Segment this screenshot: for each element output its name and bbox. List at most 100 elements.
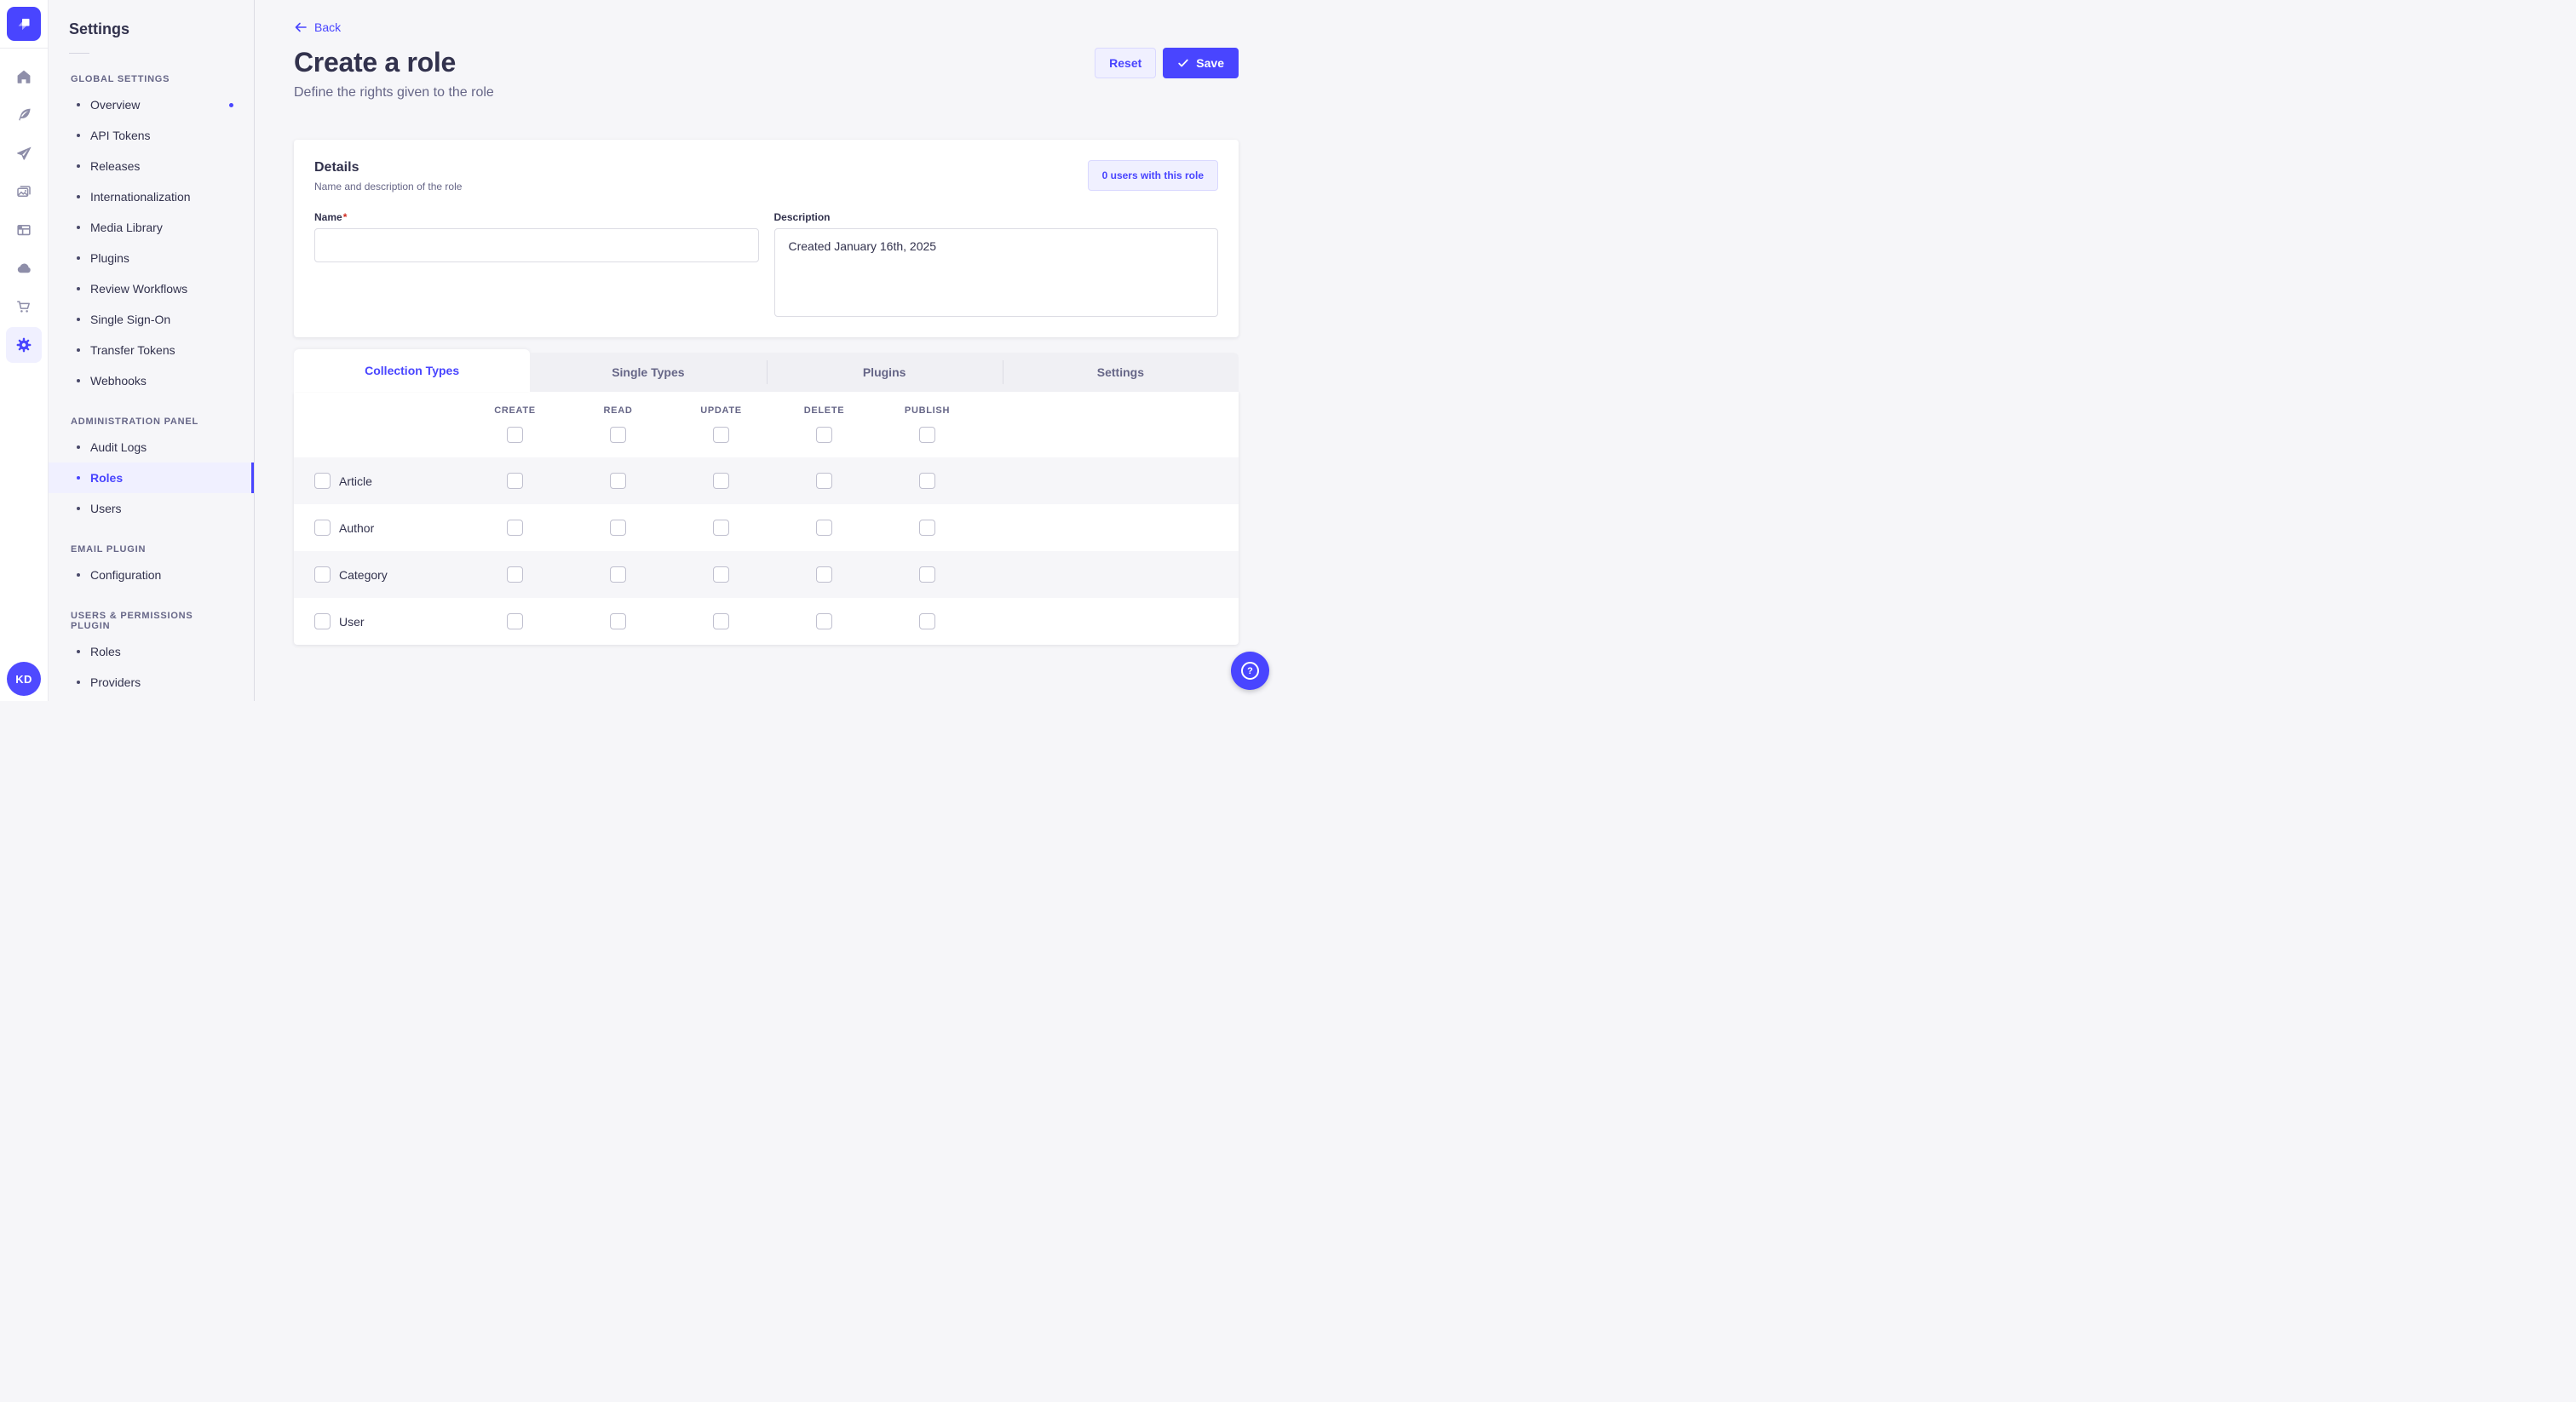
back-label: Back — [314, 20, 342, 34]
save-button[interactable]: Save — [1163, 47, 1239, 78]
sidebar-item-roles[interactable]: Roles — [49, 463, 254, 493]
permission-checkbox-delete[interactable] — [816, 473, 832, 489]
permission-row-author: Author — [294, 504, 1239, 551]
tab-single-types[interactable]: Single Types — [530, 353, 767, 392]
details-title: Details — [314, 160, 359, 175]
sidebar-item-label: Providers — [90, 675, 141, 689]
sidebar-item-internationalization[interactable]: Internationalization — [49, 181, 254, 212]
sidebar-item-users[interactable]: Users — [49, 493, 254, 524]
tab-collection-types[interactable]: Collection Types — [294, 349, 531, 392]
sidebar-item-transfer-tokens[interactable]: Transfer Tokens — [49, 335, 254, 365]
bullet-icon — [77, 195, 80, 198]
user-avatar[interactable]: KD — [7, 662, 41, 696]
strapi-logo[interactable] — [7, 7, 41, 41]
section-label-email-plugin: EMAIL PLUGIN — [71, 544, 147, 554]
nav-releases-button[interactable] — [6, 135, 42, 171]
bullet-icon — [77, 445, 80, 449]
row-label: User — [339, 614, 365, 629]
permission-checkbox-update[interactable] — [713, 613, 729, 629]
sidebar-item-webhooks[interactable]: Webhooks — [49, 365, 254, 396]
sidebar-item-label: API Tokens — [90, 129, 151, 142]
select-all-publish-checkbox[interactable] — [919, 427, 935, 443]
bullet-icon — [77, 650, 80, 653]
permission-checkbox-create[interactable] — [507, 520, 523, 536]
column-headers-row: CREATE READ UPDATE DELETE PUBLISH — [294, 405, 1239, 416]
sidebar-item-single-sign-on[interactable]: Single Sign-On — [49, 304, 254, 335]
paper-plane-icon — [17, 147, 32, 160]
sidebar-item-media-library[interactable]: Media Library — [49, 212, 254, 243]
permission-checkbox-delete[interactable] — [816, 520, 832, 536]
permission-checkbox-publish[interactable] — [919, 473, 935, 489]
sidebar-item-audit-logs[interactable]: Audit Logs — [49, 432, 254, 463]
nav-marketplace-button[interactable] — [6, 289, 42, 325]
select-row-checkbox[interactable] — [314, 473, 331, 489]
nav-media-button[interactable] — [6, 174, 42, 210]
sidebar-item-releases[interactable]: Releases — [49, 151, 254, 181]
nav-content-button[interactable] — [6, 97, 42, 133]
details-subtitle: Name and description of the role — [314, 181, 463, 192]
users-with-role-button[interactable]: 0 users with this role — [1087, 160, 1218, 191]
header-actions: Reset Save — [1095, 47, 1239, 78]
nav-content-manager-button[interactable] — [6, 212, 42, 248]
name-label: Name* — [314, 211, 759, 223]
section-label-administration-panel: ADMINISTRATION PANEL — [71, 417, 199, 427]
permission-checkbox-delete[interactable] — [816, 566, 832, 583]
sidebar-item-configuration[interactable]: Configuration — [49, 560, 254, 590]
reset-label: Reset — [1109, 55, 1142, 70]
permission-checkbox-create[interactable] — [507, 473, 523, 489]
permission-checkbox-publish[interactable] — [919, 520, 935, 536]
select-all-delete-checkbox[interactable] — [816, 427, 832, 443]
sidebar-item-overview[interactable]: Overview — [49, 89, 254, 120]
layout-icon — [17, 225, 31, 236]
row-label: Author — [339, 520, 375, 535]
sidebar-item-label: Media Library — [90, 221, 163, 234]
permission-checkbox-publish[interactable] — [919, 613, 935, 629]
permission-checkbox-read[interactable] — [610, 566, 626, 583]
permission-checkbox-read[interactable] — [610, 613, 626, 629]
name-input[interactable] — [314, 228, 759, 262]
sidebar-item-review-workflows[interactable]: Review Workflows — [49, 273, 254, 304]
sidebar-item-plugins[interactable]: Plugins — [49, 243, 254, 273]
tab-settings[interactable]: Settings — [1002, 353, 1239, 392]
column-header-read: READ — [603, 405, 633, 416]
sidebar-item-api-tokens[interactable]: API Tokens — [49, 120, 254, 151]
sidebar-item-label: Transfer Tokens — [90, 343, 175, 357]
permission-checkbox-update[interactable] — [713, 566, 729, 583]
description-textarea[interactable]: Created January 16th, 2025 — [773, 228, 1218, 317]
select-row-checkbox[interactable] — [314, 613, 331, 629]
subnav-title: Settings — [69, 20, 130, 37]
back-link[interactable]: Back — [294, 20, 341, 34]
permission-checkbox-read[interactable] — [610, 520, 626, 536]
save-label: Save — [1196, 55, 1224, 70]
select-all-read-checkbox[interactable] — [610, 427, 626, 443]
sidebar-item-label: Review Workflows — [90, 282, 188, 296]
select-row-checkbox[interactable] — [314, 520, 331, 536]
sidebar-item-up-roles[interactable]: Roles — [49, 636, 254, 667]
nav-cloud-button[interactable] — [6, 250, 42, 286]
permission-checkbox-delete[interactable] — [816, 613, 832, 629]
name-field-group: Name* — [314, 211, 759, 321]
select-all-update-checkbox[interactable] — [713, 427, 729, 443]
permission-checkbox-create[interactable] — [507, 566, 523, 583]
permission-checkbox-create[interactable] — [507, 613, 523, 629]
permission-row-article: Article — [294, 457, 1239, 504]
bullet-icon — [77, 573, 80, 577]
permission-checkbox-update[interactable] — [713, 473, 729, 489]
tab-plugins[interactable]: Plugins — [766, 353, 1003, 392]
bullet-icon — [77, 134, 80, 137]
sidebar-item-providers[interactable]: Providers — [49, 667, 254, 698]
help-button[interactable]: ? — [1231, 652, 1269, 690]
select-row-checkbox[interactable] — [314, 566, 331, 583]
notification-dot-icon — [229, 102, 233, 107]
select-all-create-checkbox[interactable] — [507, 427, 523, 443]
permission-checkbox-read[interactable] — [610, 473, 626, 489]
permission-checkbox-update[interactable] — [713, 520, 729, 536]
nav-settings-button[interactable] — [6, 327, 42, 363]
nav-home-button[interactable] — [6, 59, 42, 95]
bullet-icon — [77, 476, 80, 480]
bullet-icon — [77, 226, 80, 229]
reset-button[interactable]: Reset — [1095, 47, 1157, 78]
permission-checkbox-publish[interactable] — [919, 566, 935, 583]
description-field-group: Description Created January 16th, 2025 — [773, 211, 1218, 321]
arrow-left-icon — [295, 22, 307, 32]
